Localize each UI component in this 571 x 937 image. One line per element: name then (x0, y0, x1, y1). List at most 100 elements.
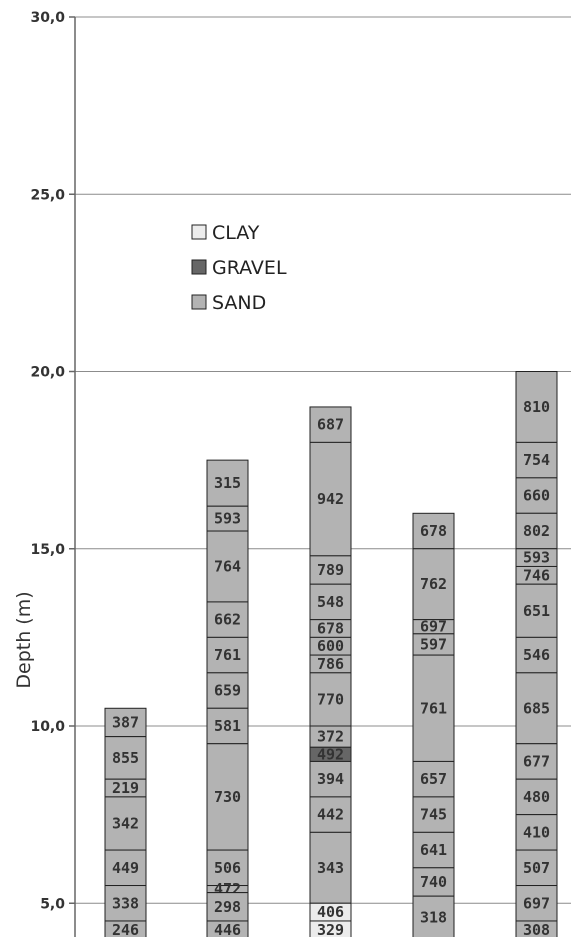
legend-swatch (191, 259, 207, 275)
layer-segment (206, 892, 249, 922)
layer-segment (309, 796, 352, 833)
layer-segment (515, 920, 558, 937)
layer-label: 446 (214, 921, 241, 937)
layer-label: 802 (523, 522, 550, 540)
layer-segment (515, 441, 558, 479)
borehole-column: 387 855 219 342 449 338 246 (104, 707, 147, 937)
legend-entry: CLAY (212, 222, 260, 244)
layer-label: 745 (420, 806, 447, 824)
layer-label: 685 (523, 699, 550, 717)
layer-label: 308 (523, 921, 550, 937)
layer-segment (515, 849, 558, 887)
layer-segment (206, 743, 249, 851)
layer-label: 480 (523, 788, 550, 806)
layer-segment (515, 778, 558, 816)
layer-label: 342 (112, 814, 139, 832)
layer-segment (104, 707, 147, 738)
layer-label: 754 (523, 451, 550, 469)
layer-label: 406 (317, 903, 344, 921)
layer-segment (206, 707, 249, 745)
layer-segment (412, 654, 455, 762)
layer-segment (515, 477, 558, 514)
layer-label: 506 (214, 859, 241, 877)
layer-segment (412, 831, 455, 869)
layer-label: 600 (317, 637, 344, 655)
layer-label: 298 (214, 898, 241, 916)
layer-label: 855 (112, 749, 139, 767)
layer-label: 219 (112, 779, 139, 797)
y-tick-label: 20,0 (30, 365, 65, 381)
layer-label: 761 (420, 699, 447, 717)
layer-segment (206, 920, 249, 937)
layer-segment (206, 505, 249, 532)
layer-label: 546 (523, 646, 550, 664)
legend-swatch (191, 294, 207, 310)
layer-label: 789 (317, 561, 344, 579)
layer-label: 761 (214, 646, 241, 664)
layer-segment (412, 512, 455, 550)
layer-label: 338 (112, 894, 139, 912)
y-tick-label: 30,0 (30, 10, 65, 26)
layer-label: 651 (523, 602, 550, 620)
layer-segment (104, 885, 147, 922)
layer-label: 372 (317, 728, 344, 746)
layer-segment (309, 760, 352, 798)
layer-segment (309, 406, 352, 443)
layer-label: 315 (214, 474, 241, 492)
layer-segment (515, 672, 558, 745)
layer-label: 730 (214, 788, 241, 806)
layer-label: 764 (214, 557, 241, 575)
layer-segment (309, 441, 352, 557)
y-tick-label: 5,0 (40, 896, 65, 912)
layer-label: 442 (317, 806, 344, 824)
layer-label: 593 (523, 549, 550, 567)
legend-entry: SAND (212, 292, 266, 314)
layer-label: 548 (317, 593, 344, 611)
layer-segment (412, 895, 455, 937)
layer-segment (206, 636, 249, 674)
layer-label: 641 (420, 841, 447, 859)
layer-label: 329 (317, 921, 344, 937)
layer-segment (515, 583, 558, 638)
layer-label: 394 (317, 770, 344, 788)
layer-label: 770 (317, 690, 344, 708)
layer-label: 677 (523, 752, 550, 770)
y-tick-label: 25,0 (30, 187, 65, 203)
layer-segment (515, 885, 558, 922)
layer-label: 387 (112, 713, 139, 731)
layer-label: 697 (523, 894, 550, 912)
layer-segment (412, 867, 455, 897)
layer-segment (412, 548, 455, 621)
layer-label: 659 (214, 682, 241, 700)
y-tick-label: 15,0 (30, 542, 65, 558)
layer-label: 593 (214, 510, 241, 528)
layer-label: 246 (112, 921, 139, 937)
layer-label: 660 (523, 487, 550, 505)
layer-label: 786 (317, 655, 344, 673)
layer-label: 687 (317, 416, 344, 434)
y-tick-labels: 5,0 10,0 15,0 20,0 25,0 30,0 (30, 10, 65, 912)
layer-segment (309, 831, 352, 904)
layer-segment (206, 530, 249, 603)
layer-segment (412, 796, 455, 833)
layer-segment (104, 849, 147, 887)
layer-label: 657 (420, 770, 447, 788)
layer-segment (309, 555, 352, 585)
layer-label: 678 (317, 620, 344, 638)
layer-label: 507 (523, 859, 550, 877)
layer-segment (515, 814, 558, 851)
legend-swatch (191, 224, 207, 240)
layer-label: 942 (317, 490, 344, 508)
y-axis-title: Depth (m) (13, 591, 35, 688)
y-tick-label: 10,0 (30, 719, 65, 735)
layer-label: 449 (112, 859, 139, 877)
layer-label: 810 (523, 398, 550, 416)
layer-label: 740 (420, 873, 447, 891)
layer-segment (309, 920, 352, 937)
